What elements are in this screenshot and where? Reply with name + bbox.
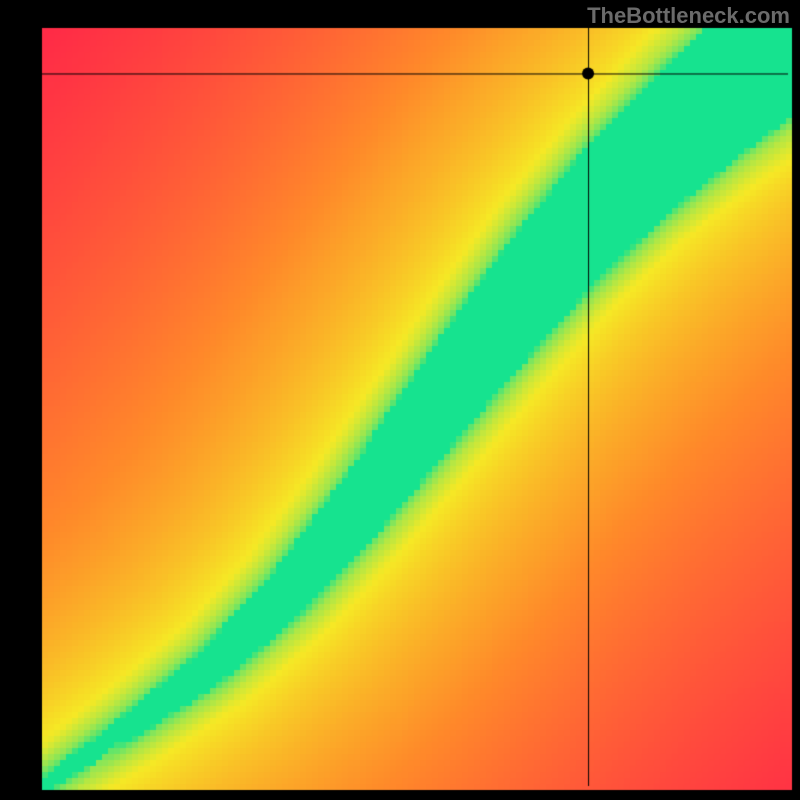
bottleneck-heatmap (0, 0, 800, 800)
watermark-text: TheBottleneck.com (587, 3, 790, 29)
chart-container: { "watermark": { "text": "TheBottleneck.… (0, 0, 800, 800)
